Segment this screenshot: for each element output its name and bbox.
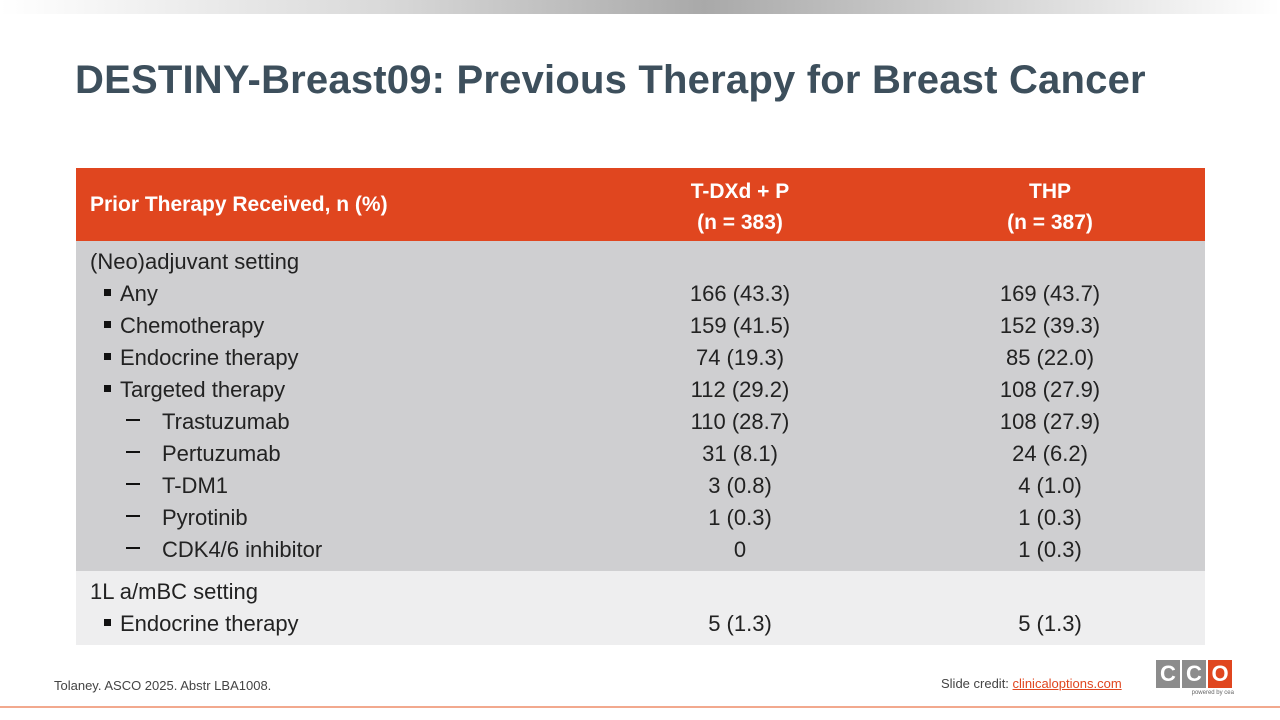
logo-letter: C	[1182, 660, 1206, 688]
row-label: Any	[120, 281, 158, 306]
header-thp: THP (n = 387)	[930, 176, 1170, 238]
row-label: Pyrotinib	[162, 505, 248, 530]
bullet-icon	[104, 352, 111, 360]
table-row: Targeted therapy 112 (29.2) 108 (27.9)	[76, 374, 1205, 406]
logo-subtitle: powered by cea	[1191, 690, 1234, 696]
table-row: Chemotherapy 159 (41.5) 152 (39.3)	[76, 310, 1205, 342]
section-title-row: (Neo)adjuvant setting	[76, 246, 1205, 278]
bullet-icon	[104, 288, 111, 296]
table-row: Any 166 (43.3) 169 (43.7)	[76, 278, 1205, 310]
row-label: Trastuzumab	[162, 409, 290, 434]
tdxd-p-value: 112 (29.2)	[690, 377, 790, 402]
tdxd-p-value: 1 (0.3)	[708, 505, 772, 530]
table-row: CDK4/6 inhibitor 0 1 (0.3)	[76, 534, 1205, 566]
credit-link[interactable]: clinicaloptions.com	[1012, 676, 1122, 691]
table-row: Pyrotinib 1 (0.3) 1 (0.3)	[76, 502, 1205, 534]
thp-value: 108 (27.9)	[999, 409, 1101, 434]
slide-credit: Slide credit: clinicaloptions.com	[941, 676, 1122, 691]
row-label: CDK4/6 inhibitor	[162, 537, 323, 562]
bullet-icon	[104, 384, 111, 392]
header-tdxd-p-n: (n = 383)	[697, 211, 783, 234]
table-header: Prior Therapy Received, n (%) T-DXd + P …	[76, 168, 1205, 241]
tdxd-p-value: 31 (8.1)	[702, 441, 778, 466]
table-row: Trastuzumab 110 (28.7) 108 (27.9)	[76, 406, 1205, 438]
dash-icon	[126, 483, 140, 486]
row-label: Chemotherapy	[120, 313, 265, 338]
tdxd-p-value: 159 (41.5)	[689, 313, 791, 338]
section-title-row: 1L a/mBC setting	[76, 576, 1205, 608]
header-thp-n: (n = 387)	[1007, 211, 1093, 234]
thp-value: 5 (1.3)	[1018, 611, 1082, 636]
section-title: (Neo)adjuvant setting	[90, 249, 300, 274]
logo-letter: C	[1156, 660, 1180, 688]
table-row: Pertuzumab 31 (8.1) 24 (6.2)	[76, 438, 1205, 470]
thp-value: 1 (0.3)	[1018, 505, 1082, 530]
logo-letter: O	[1208, 660, 1232, 688]
thp-value: 85 (22.0)	[1005, 345, 1095, 370]
bottom-divider	[0, 706, 1280, 708]
thp-value: 169 (43.7)	[999, 281, 1101, 306]
section-1l-ambc: 1L a/mBC setting Endocrine therapy 5 (1.…	[76, 571, 1205, 645]
section-title: 1L a/mBC setting	[90, 579, 258, 604]
tdxd-p-value: 74 (19.3)	[695, 345, 785, 370]
row-label: Targeted therapy	[120, 377, 286, 402]
header-thp-name: THP	[1029, 180, 1071, 203]
header-tdxd-p: T-DXd + P (n = 383)	[620, 176, 860, 238]
tdxd-p-value: 0	[733, 537, 747, 562]
bullet-icon	[104, 618, 111, 626]
therapy-table: Prior Therapy Received, n (%) T-DXd + P …	[76, 168, 1205, 645]
section-neoadjuvant: (Neo)adjuvant setting Any 166 (43.3) 169…	[76, 241, 1205, 571]
slide-title: DESTINY-Breast09: Previous Therapy for B…	[75, 58, 1146, 102]
tdxd-p-value: 3 (0.8)	[708, 473, 772, 498]
citation: Tolaney. ASCO 2025. Abstr LBA1008.	[54, 678, 272, 693]
tdxd-p-value: 166 (43.3)	[689, 281, 791, 306]
tdxd-p-value: 5 (1.3)	[708, 611, 772, 636]
thp-value: 152 (39.3)	[999, 313, 1101, 338]
header-tdxd-p-name: T-DXd + P	[690, 180, 790, 203]
bullet-icon	[104, 320, 111, 328]
thp-value: 108 (27.9)	[999, 377, 1101, 402]
table-row: T-DM1 3 (0.8) 4 (1.0)	[76, 470, 1205, 502]
top-gradient-bar	[0, 0, 1280, 14]
table-row: Endocrine therapy 5 (1.3) 5 (1.3)	[76, 608, 1205, 640]
credit-prefix: Slide credit:	[941, 676, 1013, 691]
thp-value: 1 (0.3)	[1018, 537, 1082, 562]
dash-icon	[126, 451, 140, 454]
table-row: Endocrine therapy 74 (19.3) 85 (22.0)	[76, 342, 1205, 374]
dash-icon	[126, 547, 140, 550]
dash-icon	[126, 419, 140, 422]
dash-icon	[126, 515, 140, 518]
tdxd-p-value: 110 (28.7)	[690, 409, 790, 434]
cco-logo: C C O powered by cea	[1156, 660, 1234, 704]
row-label: T-DM1	[162, 473, 228, 498]
row-label: Pertuzumab	[162, 441, 281, 466]
thp-value: 24 (6.2)	[1012, 441, 1088, 466]
header-label: Prior Therapy Received, n (%)	[90, 192, 388, 216]
row-label: Endocrine therapy	[120, 611, 299, 636]
thp-value: 4 (1.0)	[1018, 473, 1082, 498]
row-label: Endocrine therapy	[120, 345, 299, 370]
